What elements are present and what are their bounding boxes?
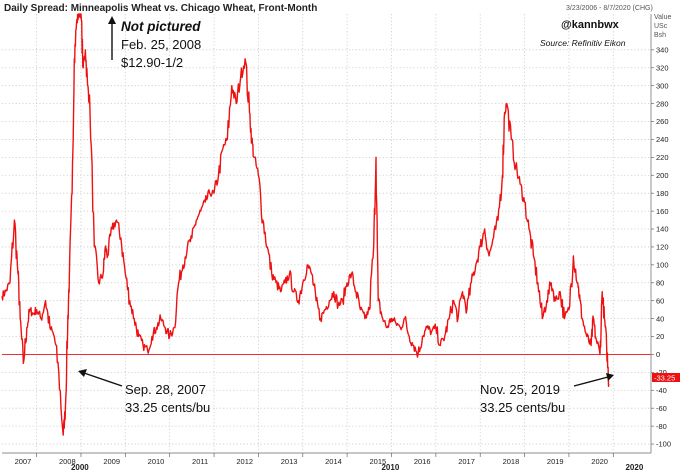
annotation-right-line2: 33.25 cents/bu [480,400,565,415]
annotation-top-line1: Not pictured [121,19,201,34]
x-major-label: 2020 [625,463,643,470]
x-tick-label: 2015 [369,457,386,466]
y-tick-label: 260 [656,117,669,126]
y-tick-label: -100 [656,440,671,449]
y-tick-label: 320 [656,63,669,72]
y-tick-label: 220 [656,153,669,162]
arrow-left-icon [78,369,87,377]
annotation-not-pictured: Not pictured Feb. 25, 2008 $12.90-1/2 [108,16,201,70]
x-tick-label: 2013 [281,457,298,466]
y-tick-label: -40 [656,386,667,395]
series-group [1,13,610,436]
annotation-right-line1: Nov. 25, 2019 [480,382,560,397]
axis-unit-usc: USc [654,23,668,30]
chart-title: Daily Spread: Minneapolis Wheat vs. Chic… [4,3,317,14]
y-tick-label: 100 [656,261,669,270]
y-tick-label: 280 [656,99,669,108]
twitter-handle: @kannbwx [561,19,620,31]
y-tick-label: 60 [656,296,664,305]
x-axis: 2007 2008 2009 2010 2011 2012 2013 2014 2015 2016… [2,452,651,470]
annotation-sep-2007: Sep. 28, 2007 33.25 cents/bu [78,369,210,415]
source-label: Source: Refinitiv Eikon [540,38,626,48]
y-tick-label: 180 [656,189,669,198]
x-tick-label: 2018 [503,457,520,466]
annotation-top-line2: Feb. 25, 2008 [121,37,201,52]
annotation-top-line3: $12.90-1/2 [121,55,183,70]
x-tick-label: 2017 [458,457,475,466]
y-tick-label: -80 [656,422,667,431]
y-tick-label: 40 [656,314,664,323]
y-tick-label: 140 [656,225,669,234]
y-axis: -100 -80 -60 -40 -20 0 20 40 60 80 100 120 140 160 180… [650,14,671,453]
x-tick-label: 2011 [192,457,208,466]
date-range-label: 3/23/2006 - 8/7/2020 (CHG) [566,5,653,12]
y-tick-label: 300 [656,81,669,90]
axis-unit-bsh: Bsh [654,32,666,39]
y-tick-label: 120 [656,243,669,252]
x-tick-label: 2008 [59,457,76,466]
y-tick-label: 0 [656,350,660,359]
annotation-left-line2: 33.25 cents/bu [125,400,210,415]
y-tick-label: 340 [656,46,669,55]
y-tick-label: 80 [656,278,664,287]
y-tick-label: -60 [656,404,667,413]
x-major-label: 2010 [381,463,399,470]
spread-series-line [1,13,610,436]
x-tick-label: 2019 [547,457,564,466]
annotation-left-line1: Sep. 28, 2007 [125,382,206,397]
y-tick-label: 20 [656,332,664,341]
x-major-label: 2000 [71,463,89,470]
y-tick-label: 200 [656,171,669,180]
last-value-marker [652,373,680,382]
x-tick-label: 2009 [103,457,120,466]
axis-unit-value: Value [654,14,671,21]
x-tick-label: 2016 [414,457,431,466]
x-tick-label: 2007 [15,457,32,466]
x-tick-label: 2020 [591,457,608,466]
y-tick-label: 160 [656,207,669,216]
y-tick-label: 240 [656,135,669,144]
annotation-nov-2019: Nov. 25, 2019 33.25 cents/bu [480,373,614,415]
arrow-up-icon [108,16,116,24]
last-value-label: -33.25 [654,374,675,383]
y-tick-label: -20 [656,368,667,377]
x-tick-label: 2014 [325,457,342,466]
x-tick-label: 2010 [148,457,165,466]
arrow-right-icon [606,373,614,381]
x-tick-label: 2012 [236,457,253,466]
